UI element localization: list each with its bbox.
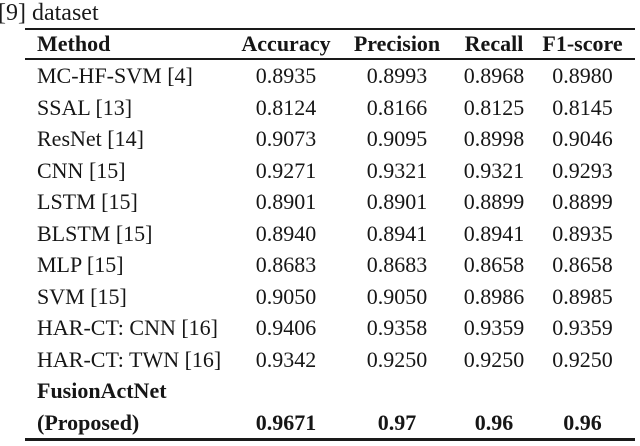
table-row: CNN [15] 0.9271 0.9321 0.9321 0.9293 — [25, 155, 635, 187]
metric-value: 0.8940 — [255, 220, 317, 246]
metric-value: 0.9050 — [366, 283, 428, 309]
column-header-accuracy: Accuracy — [241, 31, 331, 56]
metric-value: 0.9095 — [366, 126, 428, 151]
metric-value: 0.9359 — [552, 315, 613, 340]
metric-value: 0.8941 — [366, 220, 428, 246]
table-row: HAR-CT: CNN [16] 0.9406 0.9358 0.9359 0.9359 — [25, 312, 635, 344]
metric-value: 0.96 — [474, 409, 514, 435]
metric-value: 0.9359 — [463, 315, 525, 340]
table-header: Method Accuracy Precision Recall F1-scor… — [25, 29, 635, 59]
metric-value: 0.8899 — [552, 189, 613, 214]
method-label: SSAL [13] — [37, 94, 133, 120]
method-label: BLSTM [15] — [37, 220, 153, 246]
table-row: BLSTM [15] 0.8940 0.8941 0.8941 0.8935 — [25, 218, 635, 250]
metric-value: 0.9046 — [552, 126, 613, 151]
method-label: ResNet [14] — [37, 126, 144, 151]
metric-value: 0.9358 — [366, 315, 428, 340]
metric-value: 0.8980 — [552, 63, 613, 88]
metric-value: 0.8901 — [255, 189, 317, 214]
metric-value: 0.8901 — [366, 189, 428, 214]
metric-value: 0.8658 — [552, 252, 613, 277]
column-header-method: Method — [37, 31, 111, 56]
method-cell: SSAL [13] — [25, 92, 236, 124]
table-row: MC-HF-SVM [4] 0.8935 0.8993 0.8968 0.8980 — [25, 59, 635, 92]
metric-value: 0.9293 — [552, 157, 613, 183]
method-cell: MC-HF-SVM [4] — [25, 59, 236, 92]
method-label: HAR-CT: CNN [16] — [37, 315, 219, 340]
table-row: LSTM [15] 0.8901 0.8901 0.8899 0.8899 — [25, 186, 635, 218]
metric-value: 0.8968 — [463, 63, 525, 88]
column-header-recall: Recall — [464, 31, 524, 56]
metric-value: 0.8145 — [552, 94, 613, 120]
method-label: MLP [15] — [37, 252, 124, 277]
metric-value: 0.9250 — [366, 346, 428, 372]
metric-value: 0.9321 — [366, 157, 428, 183]
table-row: ResNet [14] 0.9073 0.9095 0.8998 0.9046 — [25, 123, 635, 155]
method-label: SVM [15] — [37, 283, 127, 309]
method-cell: BLSTM [15] — [25, 218, 236, 250]
method-cell: LSTM [15] — [25, 186, 236, 218]
metric-value: 0.8658 — [463, 252, 525, 277]
metric-value: 0.8166 — [366, 94, 428, 120]
table-row: SSAL [13] 0.8124 0.8166 0.8125 0.8145 — [25, 92, 635, 124]
results-table: Method Accuracy Precision Recall F1-scor… — [25, 28, 635, 441]
metric-value: 0.9406 — [255, 315, 317, 340]
metric-value: 0.8985 — [552, 283, 613, 309]
metric-value: 0.8124 — [255, 94, 317, 120]
table-body: MC-HF-SVM [4] 0.8935 0.8993 0.8968 0.8980 SSA… — [25, 59, 635, 440]
table-row: HAR-CT: TWN [16] 0.9342 0.9250 0.9250 0.9250 — [25, 344, 635, 376]
method-cell: SVM [15] — [25, 281, 236, 313]
table-row: MLP [15] 0.8683 0.8683 0.8658 0.8658 — [25, 249, 635, 281]
header-row: Method Accuracy Precision Recall F1-scor… — [25, 29, 635, 59]
method-cell: CNN [15] — [25, 155, 236, 187]
column-header-precision: Precision — [353, 31, 441, 56]
table-caption: [9] dataset — [0, 0, 99, 26]
method-label: LSTM [15] — [37, 189, 138, 214]
table-row: FusionActNet (Proposed) 0.9671 0.97 0.96 0.96 — [25, 375, 635, 440]
metric-value: 0.9671 — [255, 409, 317, 435]
method-label: MC-HF-SVM [4] — [37, 63, 193, 88]
metric-value: 0.8993 — [366, 63, 428, 88]
method-cell: HAR-CT: TWN [16] — [25, 344, 236, 376]
method-label: FusionActNet — [37, 378, 167, 403]
metric-value: 0.8935 — [255, 63, 317, 88]
metric-value: 0.97 — [377, 409, 417, 435]
metric-value: 0.8899 — [463, 189, 525, 214]
metric-value: 0.8683 — [255, 252, 317, 277]
metric-value: 0.8998 — [463, 126, 525, 151]
method-cell: FusionActNet (Proposed) — [25, 375, 236, 440]
metric-value: 0.9073 — [255, 126, 317, 151]
metric-value: 0.9250 — [463, 346, 525, 372]
method-cell: MLP [15] — [25, 249, 236, 281]
metric-value: 0.8986 — [463, 283, 525, 309]
metric-value: 0.8125 — [463, 94, 525, 120]
metric-value: 0.9271 — [255, 157, 317, 183]
method-label: HAR-CT: TWN [16] — [37, 346, 222, 372]
metric-value: 0.9321 — [463, 157, 525, 183]
metric-value: 0.9342 — [255, 346, 317, 372]
column-header-f1score: F1-score — [542, 31, 623, 56]
metric-value: 0.8683 — [366, 252, 428, 277]
metric-value: 0.96 — [563, 409, 602, 435]
metric-value: 0.9050 — [255, 283, 317, 309]
metric-value: 0.9250 — [552, 346, 613, 372]
method-cell: ResNet [14] — [25, 123, 236, 155]
table-row: SVM [15] 0.9050 0.9050 0.8986 0.8985 — [25, 281, 635, 313]
metric-value: 0.8941 — [463, 220, 525, 246]
method-label: CNN [15] — [37, 157, 126, 183]
method-cell: HAR-CT: CNN [16] — [25, 312, 236, 344]
method-label: (Proposed) — [37, 409, 140, 435]
metric-value: 0.8935 — [552, 220, 613, 246]
